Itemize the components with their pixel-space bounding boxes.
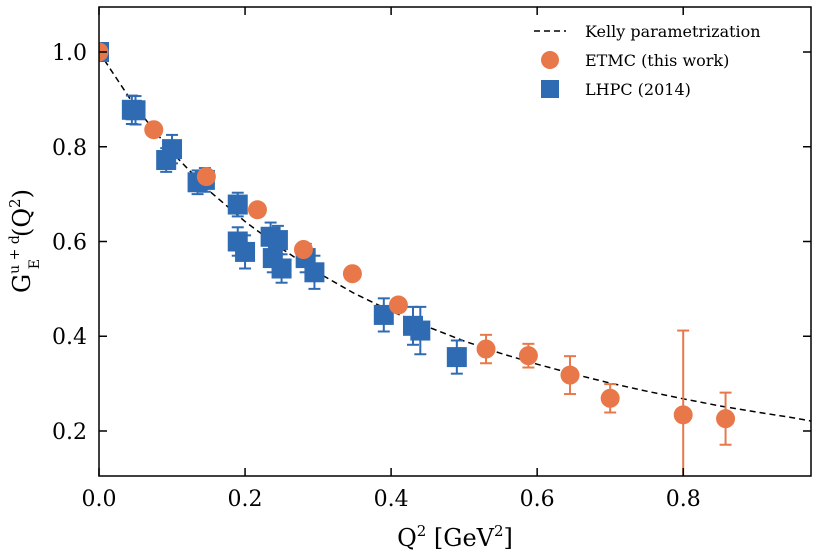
lhpc-point bbox=[410, 320, 431, 341]
etmc-point bbox=[196, 167, 216, 187]
etmc-point bbox=[476, 339, 496, 359]
lhpc-point bbox=[227, 194, 248, 215]
etmc-point bbox=[293, 240, 313, 260]
legend-lhpc-swatch bbox=[541, 80, 559, 98]
x-axis-label-close: ] bbox=[504, 524, 513, 552]
x-axis-label-tail: [GeV bbox=[426, 524, 494, 552]
etmc-point bbox=[144, 120, 164, 140]
y-axis-label-tail: (Q bbox=[8, 208, 36, 237]
lhpc-point bbox=[125, 100, 146, 121]
etmc-point bbox=[342, 264, 362, 284]
axis-ticks: 0.0 0.2 0.4 0.6 0.8 0.2 0.4 0.6 0.8 1.0 bbox=[52, 7, 811, 512]
y-tick-label: 0.8 bbox=[52, 136, 87, 161]
lhpc-point bbox=[446, 347, 467, 368]
lhpc-point bbox=[267, 230, 288, 251]
y-axis-label-sup2: 2 bbox=[6, 198, 24, 208]
x-tick-label: 0.0 bbox=[82, 487, 117, 512]
kelly-parametrization-line bbox=[99, 51, 811, 422]
lhpc-point bbox=[162, 139, 183, 160]
x-tick-label: 0.4 bbox=[374, 487, 409, 512]
etmc-point bbox=[673, 405, 693, 425]
y-axis-label-close: ) bbox=[8, 189, 36, 198]
lhpc-point bbox=[235, 241, 256, 262]
x-tick-label: 0.2 bbox=[228, 487, 263, 512]
etmc-point bbox=[600, 388, 620, 408]
y-axis-label-sub: E bbox=[27, 259, 43, 269]
x-tick-label: 0.8 bbox=[666, 487, 701, 512]
etmc-point bbox=[388, 295, 408, 315]
etmc-point bbox=[560, 365, 580, 385]
y-axis-label-sup: u + d bbox=[7, 235, 23, 274]
y-tick-label: 0.2 bbox=[52, 420, 87, 445]
data-marks bbox=[99, 42, 811, 476]
x-axis-label: Q2 [GeV2] bbox=[397, 522, 513, 552]
x-axis-label-main: Q bbox=[397, 524, 417, 552]
etmc-point bbox=[518, 346, 538, 366]
etmc-point bbox=[247, 200, 267, 220]
y-axis-label: Gu + d E (Q2) bbox=[6, 189, 43, 293]
legend-etmc-swatch bbox=[541, 51, 559, 69]
lhpc-point bbox=[373, 304, 394, 325]
y-tick-label: 0.4 bbox=[52, 325, 87, 350]
y-tick-label: 1.0 bbox=[52, 41, 87, 66]
x-tick-label: 0.6 bbox=[520, 487, 555, 512]
legend: Kelly parametrization ETMC (this work) L… bbox=[534, 22, 761, 99]
legend-kelly-label: Kelly parametrization bbox=[585, 22, 761, 41]
plot-frame bbox=[98, 6, 812, 477]
legend-lhpc-label: LHPC (2014) bbox=[585, 80, 691, 99]
lhpc-point bbox=[304, 262, 325, 283]
plot-area bbox=[99, 42, 811, 476]
y-tick-label: 0.6 bbox=[52, 231, 87, 256]
y-axis-label-main: G bbox=[8, 274, 36, 293]
x-axis-label-sup2: 2 bbox=[494, 522, 504, 540]
legend-etmc-label: ETMC (this work) bbox=[585, 51, 729, 70]
etmc-point bbox=[716, 409, 736, 429]
x-axis-label-sup: 2 bbox=[417, 522, 427, 540]
lhpc-point bbox=[271, 258, 292, 279]
